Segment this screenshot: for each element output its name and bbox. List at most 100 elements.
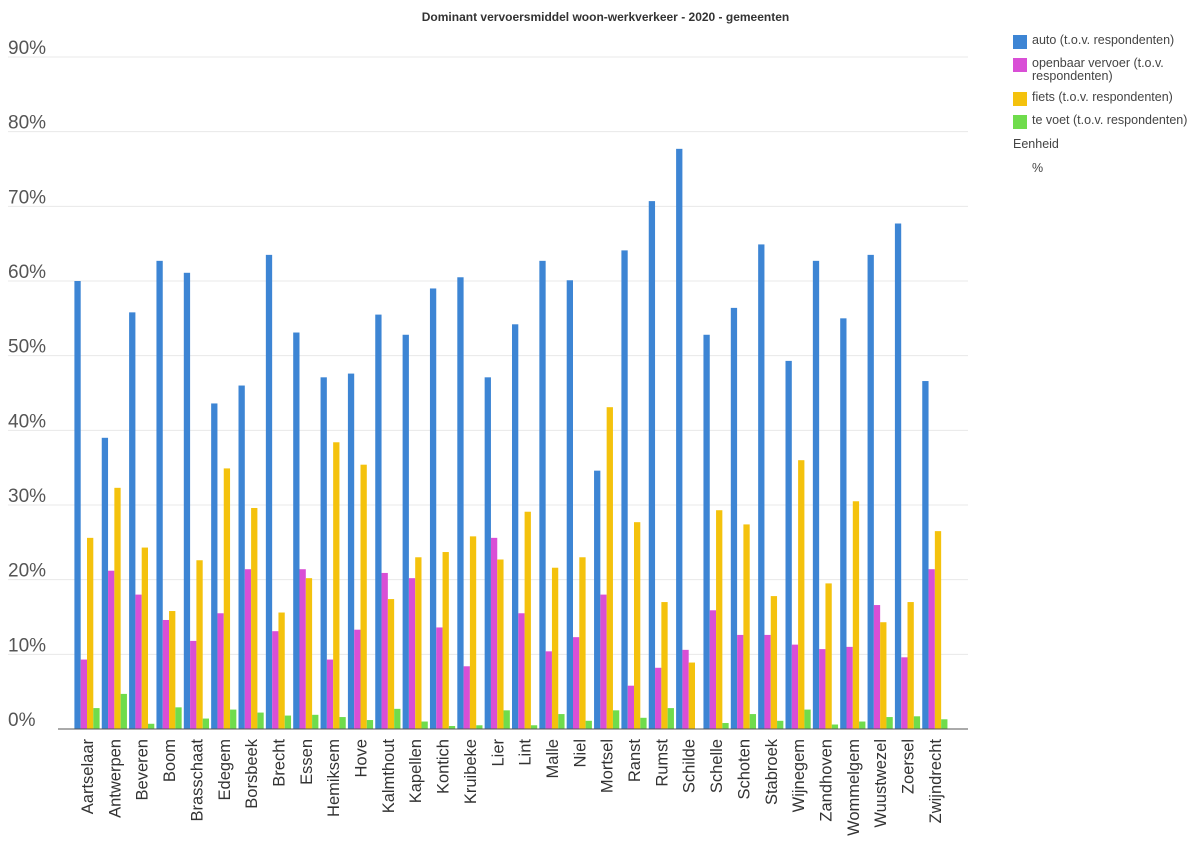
- bar: [606, 407, 613, 729]
- bar: [551, 567, 559, 729]
- bar: [265, 254, 273, 729]
- bar: [278, 612, 285, 729]
- bar: [737, 634, 744, 729]
- bar: [448, 726, 456, 729]
- bar: [293, 332, 300, 729]
- bar: [655, 667, 662, 729]
- bar: [880, 622, 887, 729]
- bars: [74, 148, 948, 730]
- x-tick-label: Ranst: [626, 739, 644, 783]
- bar: [183, 272, 191, 729]
- bar: [326, 659, 334, 729]
- bar: [716, 510, 723, 729]
- bar: [640, 717, 647, 729]
- x-tick-label: Antwerpen: [106, 739, 124, 818]
- y-tick-label: 30%: [8, 486, 46, 507]
- bar: [230, 709, 237, 729]
- bar: [484, 377, 491, 729]
- x-tick-label: Mortsel: [599, 739, 617, 793]
- bar: [244, 569, 252, 729]
- bar: [594, 470, 601, 729]
- bar: [852, 501, 860, 729]
- x-tick-label: Kalmthout: [380, 739, 398, 814]
- x-tick-label: Lier: [489, 738, 507, 766]
- bar: [469, 536, 477, 729]
- bar: [791, 644, 799, 729]
- bar: [722, 723, 729, 729]
- bar: [682, 649, 689, 729]
- x-tick-label: Aartselaar: [79, 738, 97, 814]
- legend-item[interactable]: openbaar vervoer (t.o.v. respondenten): [1013, 57, 1203, 83]
- bar: [120, 693, 127, 729]
- legend-item[interactable]: te voet (t.o.v. respondenten): [1013, 114, 1203, 129]
- x-tick-label: Lint: [517, 739, 535, 766]
- bar: [272, 631, 279, 729]
- bar: [825, 583, 832, 729]
- y-tick-label: 80%: [8, 113, 46, 134]
- bar: [366, 720, 374, 729]
- legend-item[interactable]: fiets (t.o.v. respondenten): [1013, 91, 1203, 106]
- y-tick-label: 70%: [8, 187, 46, 208]
- bar: [457, 277, 464, 729]
- x-tick-label: Wijnegem: [790, 739, 808, 812]
- unit-title: Eenheid: [1013, 137, 1059, 151]
- bar: [621, 250, 628, 730]
- bar: [429, 288, 437, 729]
- bar: [238, 385, 245, 729]
- bar: [148, 723, 155, 729]
- bar: [840, 318, 847, 729]
- x-tick-label: Kontich: [435, 739, 453, 794]
- bar: [93, 708, 100, 729]
- bar: [913, 716, 921, 729]
- bar: [408, 578, 416, 729]
- bar: [135, 594, 142, 729]
- bar: [156, 260, 163, 729]
- y-tick-label: 40%: [8, 411, 46, 432]
- bar: [74, 281, 81, 729]
- bar: [558, 714, 565, 729]
- y-tick-label: 50%: [8, 337, 46, 358]
- bar: [497, 559, 504, 729]
- bar: [217, 613, 224, 729]
- bar: [299, 569, 306, 729]
- x-tick-label: Brasschaat: [188, 739, 206, 822]
- legend-label: te voet (t.o.v. respondenten): [1032, 113, 1188, 127]
- x-tick-label: Rumst: [653, 739, 671, 787]
- bar: [490, 537, 498, 729]
- bar: [463, 666, 470, 729]
- bar: [402, 334, 409, 729]
- legend-label: auto (t.o.v. respondenten): [1032, 33, 1175, 47]
- bar: [211, 403, 218, 729]
- bar: [512, 324, 519, 729]
- unit-value: %: [1032, 161, 1044, 175]
- bar: [202, 718, 209, 729]
- bar: [846, 646, 853, 729]
- x-tick-label: Borsbeek: [243, 738, 261, 808]
- bar: [545, 651, 552, 729]
- y-tick-label: 60%: [8, 262, 46, 283]
- bar: [743, 524, 750, 729]
- legend-swatch: [1013, 92, 1027, 106]
- chart-title: Dominant vervoersmiddel woon-werkverkeer…: [421, 10, 790, 24]
- x-tick-label: Schoten: [735, 739, 753, 800]
- bar: [922, 381, 929, 729]
- legend-item[interactable]: auto (t.o.v. respondenten): [1013, 34, 1203, 49]
- bar: [87, 537, 94, 729]
- bar: [600, 594, 607, 729]
- bar: [442, 552, 449, 729]
- bar: [934, 531, 942, 729]
- bar: [634, 522, 641, 729]
- bar: [339, 717, 346, 729]
- bar: [894, 223, 902, 730]
- x-tick-label: Niel: [571, 739, 589, 767]
- bar: [375, 314, 382, 729]
- bar: [709, 610, 717, 729]
- bar: [436, 627, 443, 729]
- x-tick-label: Wommelgem: [845, 739, 863, 836]
- x-tick-label: Zandhoven: [817, 739, 835, 822]
- x-tick-label: Malle: [544, 739, 562, 778]
- bar: [381, 572, 388, 729]
- bar: [284, 715, 292, 729]
- bar: [676, 148, 683, 730]
